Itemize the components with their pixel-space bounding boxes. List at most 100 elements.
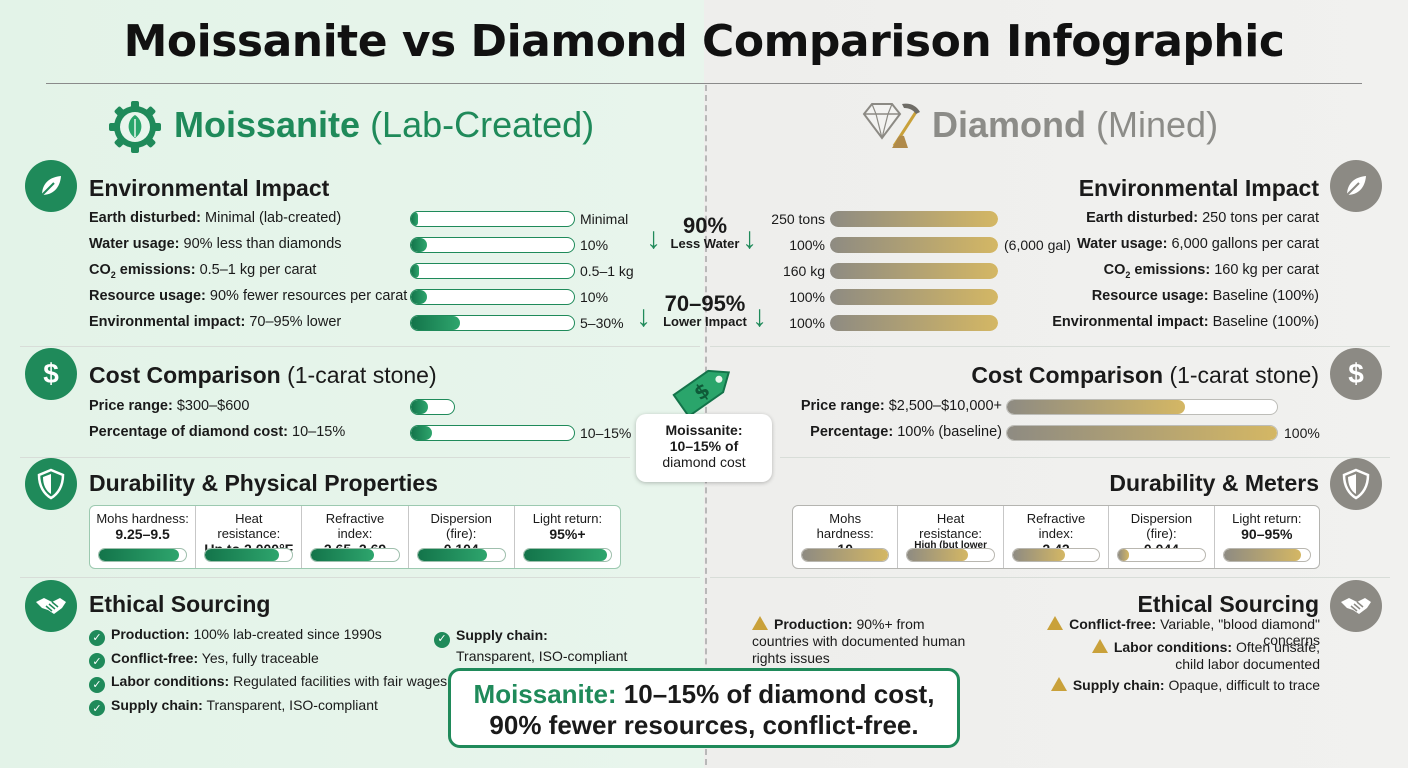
diamond-qualifier: (Mined) [1096, 104, 1219, 145]
row-text: Minimal (lab-created) [205, 210, 342, 226]
ethical-label: Conflict-free: [1069, 616, 1157, 632]
leaf-icon [1330, 160, 1382, 212]
diamond-pickaxe-icon [858, 98, 922, 154]
cost-bar [1006, 425, 1278, 441]
meter-value: 95%+ [549, 526, 586, 542]
env-row: CO2 emissions: 0.5–1 kg per carat [89, 262, 316, 280]
meter-bar-fill [311, 549, 375, 561]
env-row: Environmental impact: Baseline (100%) [1052, 314, 1319, 330]
row-text: Baseline (100%) [1212, 314, 1319, 330]
meter-bar-fill [1012, 549, 1065, 561]
meter-cell: Light return: 90–95% [1215, 506, 1319, 568]
price-tag-icon: $ [668, 356, 742, 422]
ethical-label: Production: [111, 626, 190, 642]
cost-bar-fill [411, 400, 429, 414]
meter-cell: Dispersion (fire):0.104 [409, 506, 515, 568]
ethical-item: ✓ Labor conditions: Regulated facilities … [89, 673, 447, 693]
cost-title-suffix: (1-carat stone) [1169, 362, 1319, 388]
check-icon: ✓ [89, 629, 105, 646]
env-bar-fill [830, 237, 998, 253]
warning-icon [752, 616, 768, 630]
meter-value: 9.25–9.5 [115, 526, 170, 542]
env-value: 100% [789, 315, 825, 331]
cost-title-suffix: (1-carat stone) [287, 362, 437, 388]
row-text: 6,000 gallons per carat [1171, 236, 1319, 252]
meter-cell: Mohs hardness: 9.25–9.5 [90, 506, 197, 568]
meter-bar [1011, 548, 1101, 562]
shield-icon [1330, 458, 1382, 510]
arrow-down-icon: ↓ [646, 222, 661, 255]
moissanite-cost-title: Cost Comparison (1-carat stone) [89, 362, 437, 389]
moissanite-heading: Moissanite (Lab-Created) [174, 104, 594, 146]
ethical-text: Yes, fully traceable [201, 649, 319, 666]
cost-bar [1006, 399, 1278, 415]
row-text: 250 tons per carat [1202, 210, 1319, 226]
meter-bar [98, 548, 188, 562]
meter-cell: Light return: 95%+ [515, 506, 620, 568]
ethical-text: 90%+ from countries with documented huma… [752, 616, 966, 666]
meter-label: Refractive index: [325, 511, 385, 541]
env-row: Resource usage: 90% fewer resources per … [89, 288, 407, 304]
cost-value: 100% [1284, 425, 1320, 441]
impact-callout-pct: 70–95% [664, 291, 746, 316]
check-icon: ✓ [89, 653, 105, 669]
tag-line2: 10–15% of [669, 438, 739, 455]
check-icon: ✓ [434, 631, 450, 648]
cost-bar-fill [1007, 400, 1186, 414]
ethical-text: Variable, "blood diamond" concerns [1160, 616, 1320, 648]
meter-bar-fill [1223, 549, 1302, 561]
meter-label: Heat resistance: [217, 511, 281, 541]
handshake-icon [25, 580, 77, 632]
meter-bar-fill [523, 549, 607, 561]
diamond-ethical-labor: Labor conditions: Often unsafe, child la… [1070, 639, 1320, 673]
ethical-text: 100% lab-created since 1990s [193, 626, 382, 642]
row-label: CO2 emissions: [89, 262, 196, 280]
env-bar [830, 289, 998, 305]
meter-bar-fill [1118, 549, 1129, 561]
check-icon: ✓ [89, 676, 105, 693]
env-bar-fill [411, 316, 460, 330]
diamond-ethical-conflict: Conflict-free: Variable, "blood diamond"… [996, 616, 1320, 648]
row-label: Environmental impact: [89, 314, 246, 330]
cost-callout-box: Moissanite: 10–15% of diamond cost [636, 414, 772, 482]
cost-bar [410, 399, 455, 415]
moissanite-ethical-title: Ethical Sourcing [89, 591, 271, 617]
impact-callout: 70–95% Lower Impact [660, 292, 750, 329]
arrow-down-icon: ↓ [636, 300, 651, 333]
meter-bar [204, 548, 294, 562]
diamond-heading: Diamond (Mined) [932, 104, 1218, 146]
ethical-item: ✓ Supply chain: Transparent, ISO-complian… [89, 697, 378, 716]
section-divider [20, 346, 700, 347]
env-value: Minimal [580, 211, 629, 227]
diamond-meters: Mohs hardness:10Heat resistance:High (bu… [792, 505, 1320, 569]
meter-cell: Dispersion (fire):0.044 [1109, 506, 1215, 568]
diamond-ethical-title: Ethical Sourcing [1137, 591, 1319, 617]
leaf-icon [25, 160, 77, 212]
env-value: 160 kg [782, 263, 825, 279]
cost-row: Percentage: 100% (baseline) [810, 424, 1002, 440]
moissanite-ethical-extra: ✓ Supply chain: Transparent, ISO-complian… [434, 627, 634, 665]
ethical-text: Regulated facilities with fair wages [233, 673, 448, 689]
env-extra: (6,000 gal) [1004, 237, 1071, 253]
env-row: Earth disturbed: 250 tons per carat [1086, 210, 1319, 226]
meter-bar-fill [802, 549, 889, 561]
row-text: Baseline (100%) [1212, 288, 1319, 304]
row-label: Price range: [800, 398, 885, 414]
env-value: 100% [789, 237, 825, 253]
meter-bar [1222, 548, 1312, 562]
cost-bar [410, 425, 575, 441]
cost-bar-fill [411, 426, 433, 440]
meter-label: Mohs hardness: [96, 511, 189, 526]
env-bar [830, 263, 998, 279]
row-label: Earth disturbed: [1086, 210, 1199, 226]
ethical-extra-label: Supply chain: [456, 627, 548, 643]
water-callout: 90% Less Water [670, 214, 740, 251]
env-value: 10% [580, 289, 609, 305]
title-divider [46, 83, 1362, 84]
env-row: Environmental impact: 70–95% lower [89, 314, 341, 330]
ethical-extra-text: Transparent, ISO-compliant [456, 647, 628, 664]
section-divider [20, 457, 630, 458]
meter-cell: Heat resistance:High (but lower than moi… [898, 506, 1004, 568]
row-text: 160 kg per carat [1214, 262, 1319, 278]
